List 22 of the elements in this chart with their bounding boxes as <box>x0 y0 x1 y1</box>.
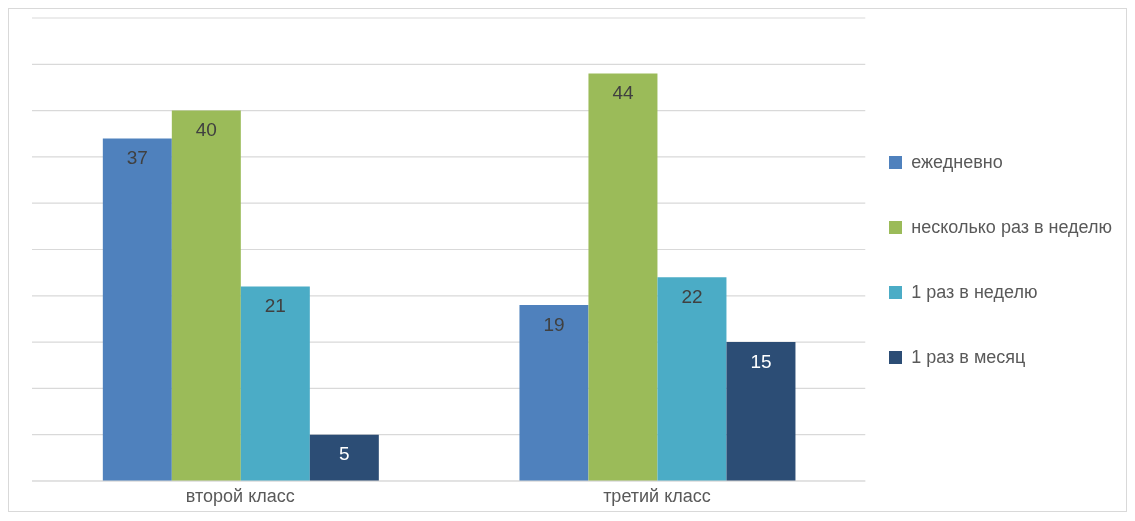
data-label: 15 <box>750 350 772 372</box>
legend-label: 1 раз в неделю <box>911 282 1038 303</box>
legend-label: несколько раз в неделю <box>911 217 1112 238</box>
bar <box>726 342 796 481</box>
bar <box>171 110 241 481</box>
bar <box>240 286 310 481</box>
data-label: 21 <box>264 295 286 317</box>
data-label: 22 <box>681 285 703 307</box>
legend-label: ежедневно <box>911 152 1003 173</box>
x-tick-label: второй класс <box>185 485 295 506</box>
data-label: 19 <box>543 313 565 335</box>
data-label: 40 <box>195 119 217 141</box>
data-label: 37 <box>126 146 148 168</box>
bar <box>519 305 589 481</box>
bar <box>588 73 658 481</box>
legend-label: 1 раз в месяц <box>911 347 1026 368</box>
data-label: 44 <box>612 82 634 104</box>
bar <box>657 277 727 481</box>
bar <box>102 138 172 481</box>
x-tick-label: третий класс <box>603 485 711 506</box>
data-label: 5 <box>339 443 350 465</box>
bar <box>309 434 379 481</box>
